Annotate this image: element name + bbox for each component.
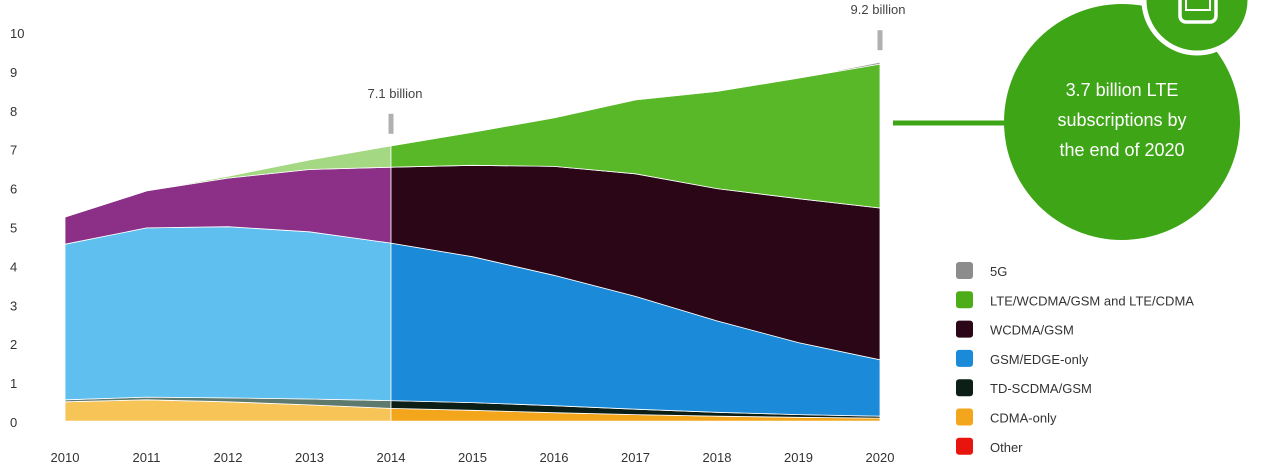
y-tick-label: 4 [10,259,17,274]
icon-badge [1141,0,1253,56]
legend-swatch-lte-wcdma-gsm-and-lte-cdma [956,291,973,309]
legend-label-cdma-only: CDMA-only [990,411,1057,426]
y-tick-label: 6 [10,182,17,197]
x-axis: 2010 2011 2012 2013 2014 2015 2016 2017 2018 2019… [51,450,895,465]
callout: 3.7 billion LTE subscriptions by the end… [893,0,1253,240]
y-tick-label: 1 [10,376,17,391]
y-tick-label: 7 [10,143,17,158]
y-tick-label: 3 [10,298,17,313]
y-tick-label: 0 [10,415,17,430]
phone-body [1178,0,1218,24]
legend-swatch-gsm-edge-only [956,349,973,367]
legend-swatch-td-scdma-gsm [956,379,973,397]
legend-label-lte-wcdma-gsm-and-lte-cdma: LTE/WCDMA/GSM and LTE/CDMA [990,293,1194,308]
legend-label-other: Other [990,440,1023,455]
annotation-marker [877,30,883,51]
legend-swatch-5g [956,262,973,279]
y-tick-label: 5 [10,221,17,236]
x-tick-label: 2015 [458,450,487,465]
x-tick-label: 2011 [133,450,161,465]
legend-label-5g: 5G [990,264,1007,279]
callout-text-line-1: 3.7 billion LTE [1066,80,1179,100]
y-tick-label: 10 [10,26,24,41]
callout-text-line-2: subscriptions by [1057,110,1186,130]
annotations-layer: 7.1 billion 9.2 billion [368,2,906,134]
mobile-phone-icon [1141,0,1253,56]
y-axis: 0 1 2 3 4 5 6 7 8 9 10 [10,26,24,430]
phone-screen [1185,0,1211,11]
x-tick-label: 2012 [214,450,243,465]
area-5g-forecast [390,61,881,147]
areas-layer [64,61,881,423]
legend-label-gsm-edge-only: GSM/EDGE-only [990,352,1089,367]
legend: 5G LTE/WCDMA/GSM and LTE/CDMA WCDMA/GSM GSM… [956,262,1194,455]
x-tick-label: 2014 [377,450,406,465]
legend-label-wcdma-gsm: WCDMA/GSM [990,323,1074,338]
x-tick-label: 2016 [540,450,569,465]
legend-swatch-other [956,437,973,455]
area-gsm-edge-only-historic [64,226,392,402]
y-tick-label: 2 [10,337,17,352]
x-tick-label: 2013 [295,450,324,465]
x-tick-label: 2017 [621,450,650,465]
x-tick-label: 2018 [703,450,732,465]
callout-circle [1004,4,1240,240]
x-tick-label: 2020 [866,450,895,465]
legend-swatch-cdma-only [956,408,973,426]
annotation-label: 9.2 billion [851,2,906,17]
x-tick-label: 2010 [51,450,80,465]
callout-text-line-3: the end of 2020 [1059,140,1184,160]
annotation-label: 7.1 billion [368,86,423,101]
legend-swatch-wcdma-gsm [956,320,973,338]
y-tick-label: 8 [10,104,17,119]
annotation-marker [388,113,394,134]
legend-label-td-scdma-gsm: TD-SCDMA/GSM [990,381,1092,396]
y-tick-label: 9 [10,65,17,80]
x-tick-label: 2019 [784,450,813,465]
